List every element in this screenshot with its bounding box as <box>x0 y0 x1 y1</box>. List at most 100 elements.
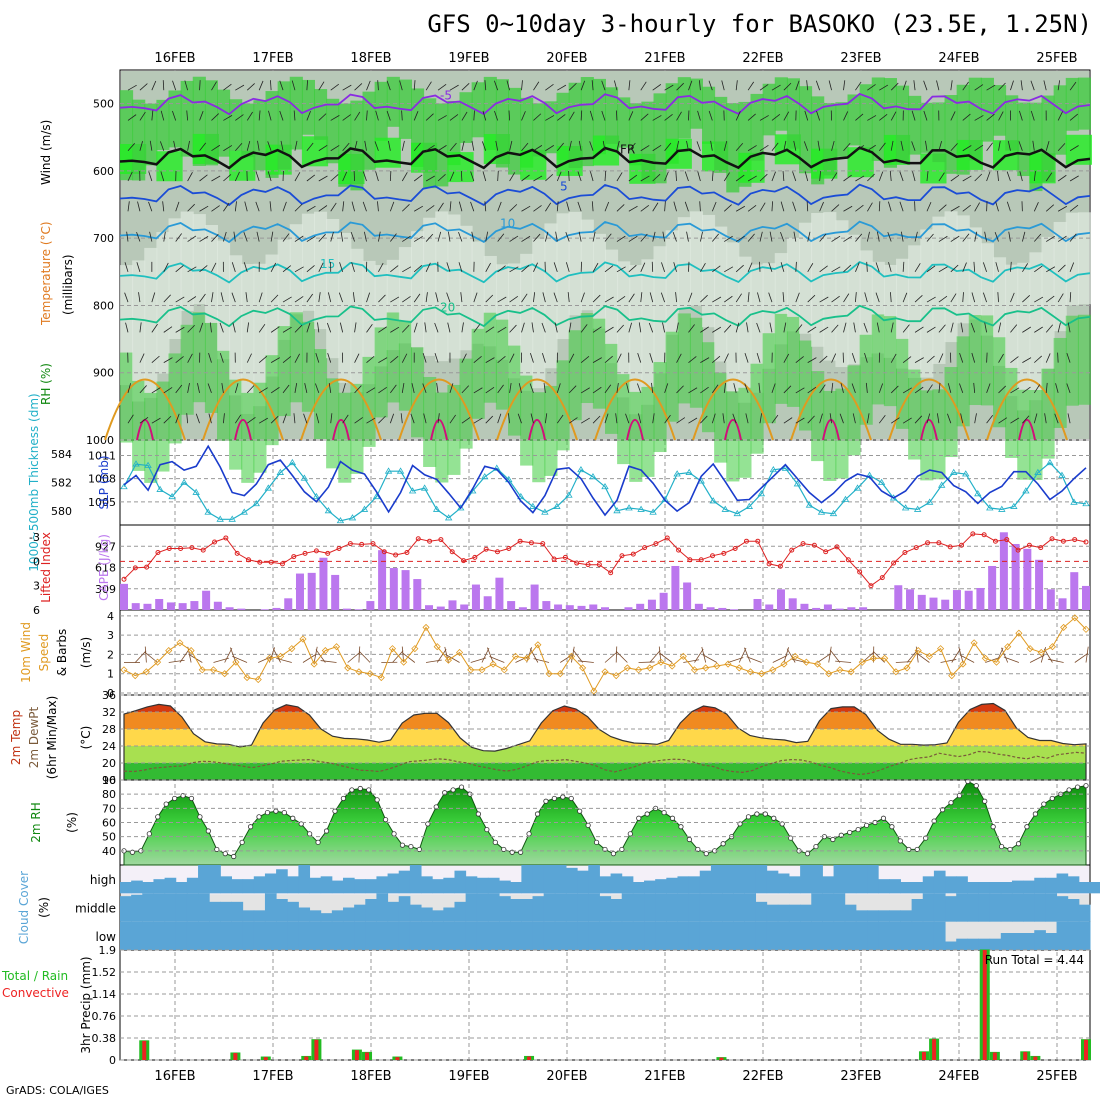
wind-barb <box>890 140 894 151</box>
wind-barb <box>258 292 263 303</box>
wind-barb <box>804 110 809 121</box>
wind-barb <box>244 201 248 212</box>
upper-yunit-group: (millibars) <box>61 254 75 315</box>
wind-barb <box>1008 231 1011 242</box>
wind-barb <box>377 201 379 212</box>
rh-ylabel-group2: (%) <box>65 812 79 833</box>
wind-barb <box>831 324 839 333</box>
wind-barb <box>855 262 860 272</box>
wind-barb <box>497 201 502 212</box>
wind-barb <box>149 231 153 242</box>
wind-barb-10m <box>1001 647 1009 663</box>
wind-barb <box>410 413 415 424</box>
cape-bar <box>776 589 785 610</box>
rh-point <box>788 835 794 841</box>
rh-point <box>678 824 684 830</box>
wind-barb <box>783 385 792 394</box>
wind-barb <box>804 171 809 182</box>
wind-point <box>758 670 766 678</box>
wind-barb <box>756 322 761 333</box>
wind-barb <box>851 353 856 363</box>
cloud-bar-high <box>588 865 600 894</box>
rh-band-light <box>920 229 934 378</box>
wind-barb <box>712 355 721 363</box>
wind-barb <box>1046 235 1055 242</box>
cape-bar <box>389 568 398 610</box>
wind-barb <box>509 296 519 303</box>
rh-band-light <box>738 256 752 403</box>
wind-barb <box>959 383 964 394</box>
wind-barb <box>223 145 233 152</box>
wind-barb-10m <box>134 650 147 663</box>
wind-barb <box>282 265 292 273</box>
wind-barb <box>545 115 555 121</box>
wind-barb <box>661 262 666 272</box>
ylabel-millibars: (millibars) <box>61 254 75 315</box>
wind-barb <box>757 292 761 303</box>
rh-point <box>720 841 726 847</box>
wind-barb <box>866 231 870 242</box>
wind-barb <box>497 233 505 242</box>
wind-point <box>858 658 866 666</box>
precip-tick-label: 1.14 <box>92 988 117 1001</box>
wind-barb <box>175 326 185 333</box>
cloud-bar-high <box>945 876 957 894</box>
li-point <box>755 538 761 544</box>
cloud-bar-low <box>242 921 255 950</box>
wind-barb <box>926 384 933 394</box>
wind-barb <box>711 201 717 212</box>
wind-barb <box>652 115 662 121</box>
cloud-bar-middle <box>432 910 444 922</box>
cloud-bar-high <box>710 865 723 894</box>
wind-barb <box>197 383 200 393</box>
temp-contour-30 <box>430 418 448 441</box>
rh-band-lower <box>665 331 679 422</box>
date-label-top: 17FEB <box>252 51 293 66</box>
rh-band-lower <box>786 316 800 407</box>
cloud-bar-high <box>342 877 355 894</box>
wind-barb <box>1022 263 1029 273</box>
wind-barb-10m <box>683 659 700 663</box>
wind-barb <box>425 113 434 121</box>
date-label-top: 23FEB <box>840 51 881 66</box>
wind-barb <box>950 264 959 273</box>
rh-point <box>357 785 363 792</box>
li-point <box>223 535 229 541</box>
rh-band-lower <box>993 337 1007 428</box>
wind-barb <box>449 201 452 212</box>
cloud-bar-low <box>1045 933 1058 950</box>
wind-barb <box>342 114 351 121</box>
rh-band-upper <box>750 93 764 161</box>
wind-barb <box>900 140 904 151</box>
wind-barb <box>721 80 725 91</box>
rh-band-upper <box>459 92 473 143</box>
cape-bar <box>1035 559 1044 610</box>
wind-barb <box>509 324 517 333</box>
wind-barb <box>698 80 701 91</box>
rh-point <box>771 815 777 821</box>
wind-barb <box>148 171 153 182</box>
series-dewpoint-line <box>123 750 1087 776</box>
wind-point <box>131 672 139 680</box>
rh-point <box>475 811 482 817</box>
thickness-point <box>1034 468 1042 475</box>
cape-bar <box>143 603 152 610</box>
ylabel-celsius: (°C) <box>79 726 93 750</box>
wind-barb <box>175 296 185 303</box>
wind-barb <box>568 82 577 91</box>
wind-barb <box>688 356 697 363</box>
cloud-bar-low <box>699 921 712 950</box>
wind-barb <box>484 80 487 91</box>
wind-barb <box>303 413 308 424</box>
cloud-bar-middle <box>354 904 366 922</box>
wind-barb <box>258 417 268 424</box>
wind-barb <box>831 204 840 212</box>
wind-barb <box>688 292 693 303</box>
wind-point <box>780 660 788 668</box>
wind-barb <box>449 414 456 424</box>
ylabel-wind-units: (m/s) <box>79 637 93 668</box>
wind-barb <box>592 231 596 242</box>
wind-barb <box>151 80 157 91</box>
wind-barb <box>676 82 684 91</box>
wind-barb <box>327 292 332 303</box>
